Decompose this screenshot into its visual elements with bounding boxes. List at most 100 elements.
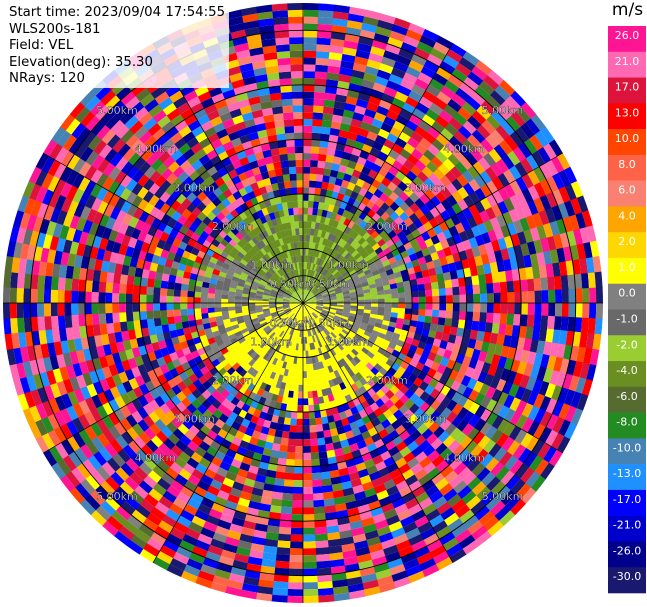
ppi-gate <box>494 505 511 522</box>
ppi-gate <box>330 476 342 485</box>
ppi-gate <box>210 502 225 514</box>
ppi-gate <box>439 256 448 267</box>
ppi-gate <box>283 295 291 299</box>
ppi-gate <box>413 265 422 274</box>
ppi-gate <box>323 505 337 514</box>
ppi-gate <box>276 395 284 404</box>
ppi-gate <box>228 309 236 315</box>
ppi-gate <box>127 439 141 454</box>
ppi-gate <box>100 89 117 106</box>
ppi-gate <box>592 256 602 274</box>
ppi-gate <box>396 281 405 289</box>
ppi-gate <box>332 338 340 346</box>
ppi-gate <box>395 480 409 492</box>
ppi-gate <box>367 262 376 270</box>
ppi-gate <box>280 314 287 320</box>
ppi-gate <box>303 282 306 290</box>
ppi-gate <box>320 188 328 197</box>
ppi-gate <box>349 153 360 164</box>
ppi-gate <box>30 273 39 290</box>
ppi-gate <box>417 474 432 487</box>
ppi-gate <box>516 231 528 246</box>
ppi-gate <box>387 37 404 49</box>
ppi-gate <box>429 323 438 332</box>
ppi-gate <box>354 217 364 226</box>
ppi-gate <box>132 207 144 220</box>
ppi-gate <box>375 207 386 218</box>
ppi-gate <box>330 340 338 348</box>
ppi-gate <box>280 286 287 292</box>
ppi-gate <box>230 226 240 236</box>
ppi-gate <box>414 397 425 409</box>
ppi-gate <box>293 356 298 365</box>
ppi-gate <box>354 56 369 67</box>
ppi-gate <box>514 386 526 401</box>
ppi-gate <box>303 50 317 58</box>
ppi-gate <box>336 298 344 302</box>
ppi-gate <box>228 306 236 311</box>
ppi-gate <box>375 389 386 399</box>
ppi-gate <box>22 360 33 378</box>
ppi-gate <box>204 327 213 335</box>
ppi-gate <box>125 133 140 148</box>
ppi-gate <box>109 342 119 355</box>
ppi-gate <box>398 297 406 304</box>
ppi-gate <box>134 239 145 251</box>
ppi-gate <box>320 471 331 480</box>
ppi-gate <box>370 306 378 312</box>
ppi-gate <box>99 323 108 335</box>
ppi-gate <box>313 369 319 378</box>
ppi-gate <box>146 512 162 527</box>
ppi-gate <box>309 235 314 243</box>
ppi-gate <box>308 356 313 365</box>
ppi-gate <box>277 533 291 542</box>
ppi-gate <box>309 305 316 308</box>
ppi-gate <box>275 239 282 247</box>
ppi-gate <box>318 266 324 274</box>
ppi-gate <box>288 568 303 576</box>
ppi-gate <box>101 461 116 477</box>
ppi-gate <box>282 297 290 301</box>
ppi-gate <box>345 244 354 253</box>
ppi-gate <box>414 125 428 138</box>
ppi-gate <box>318 375 325 384</box>
ppi-gate <box>431 520 448 534</box>
ppi-gate <box>175 275 184 284</box>
ppi-gate <box>266 318 274 324</box>
ppi-gate <box>246 275 255 281</box>
ppi-gate <box>357 468 369 479</box>
ppi-gate <box>33 245 44 262</box>
ppi-gate <box>556 436 571 454</box>
ppi-gate <box>163 155 176 169</box>
ppi-gate <box>315 281 322 288</box>
ppi-gate <box>430 361 441 372</box>
ppi-gate <box>302 411 310 419</box>
ppi-gate <box>282 316 289 323</box>
ppi-gate <box>430 472 445 486</box>
ppi-gate <box>403 186 415 198</box>
ppi-gate <box>525 471 541 489</box>
ppi-gate <box>390 288 398 294</box>
ppi-gate <box>341 288 350 293</box>
ppi-gate <box>469 500 486 516</box>
ppi-gate <box>264 286 272 291</box>
ppi-gate <box>288 320 293 327</box>
ppi-gate <box>176 491 191 504</box>
ppi-gate <box>207 302 215 308</box>
ppi-gate <box>43 204 55 221</box>
ppi-gate <box>330 249 337 258</box>
ppi-gate <box>431 455 445 468</box>
ppi-gate <box>302 473 313 481</box>
ppi-gate <box>316 297 324 301</box>
ppi-gate <box>395 322 404 330</box>
ppi-gate <box>337 343 345 351</box>
ppi-gate <box>302 480 313 488</box>
ppi-gate <box>485 386 497 400</box>
ppi-gate <box>489 376 501 390</box>
ppi-gate <box>281 315 288 322</box>
ppi-gate <box>222 542 238 554</box>
ppi-gate <box>526 351 537 366</box>
ppi-gate <box>324 319 331 325</box>
ppi-gate <box>122 254 132 267</box>
ppi-gate <box>239 156 250 166</box>
